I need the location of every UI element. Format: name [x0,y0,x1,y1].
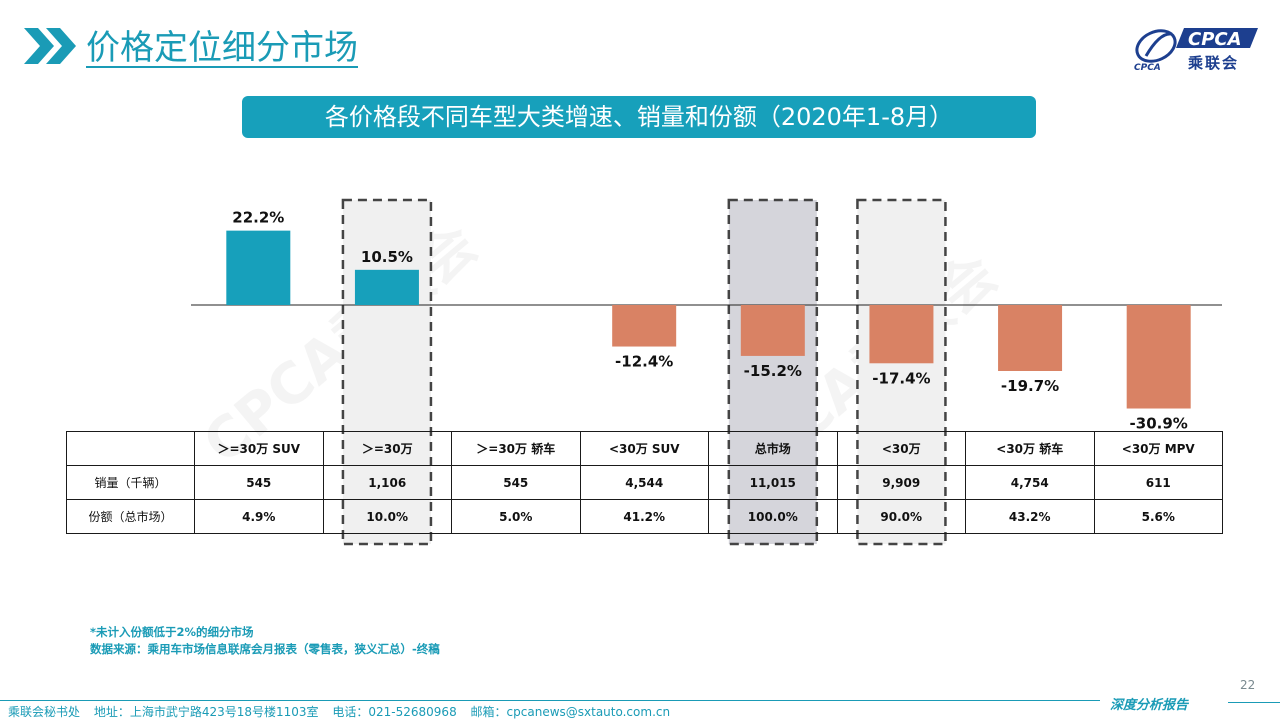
chevron-arrows-icon [24,28,76,64]
table-header-cell: <30万 [836,431,966,466]
data-table: ＞=30万 SUV ＞=30万 ＞=30万 轿车 <30万 SUV 总市场 <3… [66,431,1223,534]
source-line: 数据来源：乘用车市场信息联席会月报表（零售表，狭义汇总）-终稿 [90,642,440,656]
bar [998,305,1063,371]
report-tag: 深度分析报告 [1110,698,1189,713]
bar-value-label: 22.2% [232,209,284,227]
table-cell: 1,106 [322,465,452,500]
footer-divider [0,700,1100,701]
bar-value-label: -30.9% [1130,415,1188,433]
bar-value-label: -19.7% [1001,377,1059,395]
table-row: 份额（总市场） 4.9% 10.0% 5.0% 41.2% 100.0% 90.… [66,499,1223,534]
table-cell: 5.0% [451,499,581,534]
table-cell: 100.0% [708,499,838,534]
table-header-cell: <30万 轿车 [965,431,1095,466]
bar-value-label: -15.2% [744,362,802,380]
note-line: *未计入份额低于2%的细分市场 [90,625,254,639]
row-label: 销量（千辆） [66,465,195,500]
table-cell: 9,909 [836,465,966,500]
table-cell: 4,544 [579,465,709,500]
table-cell: 5.6% [1093,499,1223,534]
chart-title-banner: 各价格段不同车型大类增速、销量和份额（2020年1-8月） [242,96,1036,138]
bar [612,305,677,347]
bar-value-label: 10.5% [361,248,413,266]
logo-subtext: 乘联会 [1188,54,1240,72]
chart-notes: *未计入份额低于2%的细分市场 数据来源：乘用车市场信息联席会月报表（零售表，狭… [90,624,440,658]
logo-name: CPCA [1188,29,1242,50]
bar [354,269,419,305]
table-cell: 10.0% [322,499,452,534]
table-header-cell: <30万 SUV [579,431,709,466]
bar-value-label: -17.4% [872,369,930,387]
table-header-cell: ＞=30万 轿车 [451,431,581,466]
bar [1126,305,1191,409]
table-cell: 11,015 [708,465,838,500]
table-cell: 41.2% [579,499,709,534]
footer-address: 地址：上海市武宁路423号18号楼1103室 [93,705,319,719]
bar [226,230,291,305]
table-cell: 545 [451,465,581,500]
footer-org: 乘联会秘书处 [8,705,81,719]
table-header-cell: 总市场 [708,431,838,466]
page-title: 价格定位细分市场 [86,28,358,68]
bar [740,305,805,356]
cpca-logo-icon: CPCA CPCA [1134,28,1258,73]
table-cell: 43.2% [965,499,1095,534]
bar [869,305,934,364]
page-number: 22 [1240,678,1256,692]
footer-phone: 电话：021-52680968 [332,705,457,719]
footer-email: 邮箱：cpcanews@sxtauto.com.cn [470,705,671,719]
footer: 乘联会秘书处 地址：上海市武宁路423号18号楼1103室 电话：021-526… [8,703,680,720]
table-cell: 611 [1093,465,1223,500]
table-header-cell: ＞=30万 SUV [194,431,324,466]
table-cell: 4.9% [194,499,324,534]
table-corner-cell [66,431,195,466]
table-cell: 90.0% [836,499,966,534]
table-cell: 545 [194,465,324,500]
bar-value-label: -12.4% [615,353,673,371]
table-header-cell: <30万 MPV [1093,431,1223,466]
table-cell: 4,754 [965,465,1095,500]
table-row: 销量（千辆） 545 1,106 545 4,544 11,015 9,909 … [66,465,1223,500]
row-label: 份额（总市场） [66,499,195,534]
table-header-row: ＞=30万 SUV ＞=30万 ＞=30万 轿车 <30万 SUV 总市场 <3… [66,431,1223,466]
logo-small-text: CPCA [1134,63,1161,73]
table-header-cell: ＞=30万 [322,431,452,466]
footer-divider [1228,702,1280,703]
